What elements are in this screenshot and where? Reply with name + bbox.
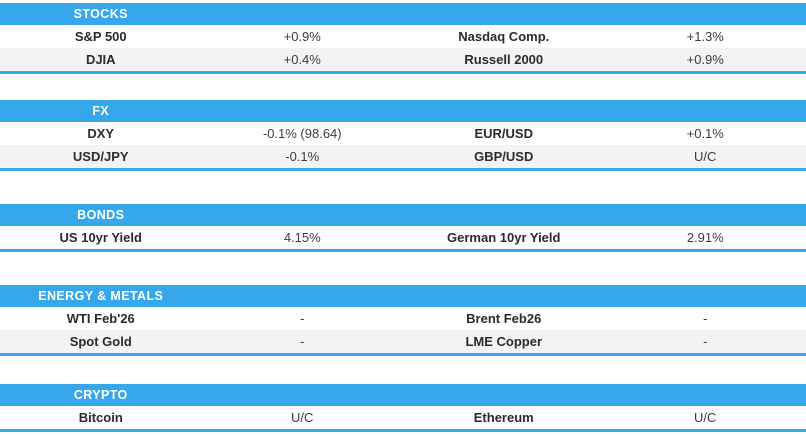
instrument-change: -	[605, 330, 806, 353]
instrument-change: 2.91%	[605, 226, 806, 249]
instrument-change: -	[202, 307, 404, 330]
instrument-change: 4.15%	[202, 226, 404, 249]
instrument-name: Nasdaq Comp.	[403, 25, 605, 48]
instrument-name: DJIA	[0, 48, 202, 71]
instrument-name: LME Copper	[403, 330, 605, 353]
instrument-change: +0.9%	[605, 48, 806, 71]
instrument-name: US 10yr Yield	[0, 226, 202, 249]
instrument-name: GBP/USD	[403, 145, 605, 168]
instrument-name: EUR/USD	[403, 122, 605, 145]
instrument-change: -0.1%	[202, 145, 404, 168]
section-title: ENERGY & METALS	[0, 285, 202, 307]
table-row: DXY-0.1% (98.64)EUR/USD+0.1%	[0, 122, 806, 145]
instrument-change: -	[605, 307, 806, 330]
section-title: BONDS	[0, 204, 202, 226]
instrument-change: U/C	[605, 406, 806, 429]
instrument-name: S&P 500	[0, 25, 202, 48]
instrument-name: German 10yr Yield	[403, 226, 605, 249]
section-header-stocks: STOCKS	[0, 3, 806, 25]
table-row: Spot Gold-LME Copper-	[0, 330, 806, 353]
instrument-name: WTI Feb'26	[0, 307, 202, 330]
instrument-change: U/C	[202, 406, 404, 429]
section-header-energy-metals: ENERGY & METALS	[0, 285, 806, 307]
instrument-name: USD/JPY	[0, 145, 202, 168]
section-title: CRYPTO	[0, 384, 202, 406]
instrument-change: U/C	[605, 145, 806, 168]
table-row: DJIA+0.4%Russell 2000+0.9%	[0, 48, 806, 71]
instrument-change: +0.4%	[202, 48, 404, 71]
section-header-bonds: BONDS	[0, 204, 806, 226]
instrument-name: Bitcoin	[0, 406, 202, 429]
table-row: WTI Feb'26-Brent Feb26-	[0, 307, 806, 330]
instrument-name: Ethereum	[403, 406, 605, 429]
instrument-change: -	[202, 330, 404, 353]
instrument-change: -0.1% (98.64)	[202, 122, 404, 145]
instrument-name: Russell 2000	[403, 48, 605, 71]
instrument-name: Spot Gold	[0, 330, 202, 353]
section-title: FX	[0, 100, 202, 122]
instrument-name: Brent Feb26	[403, 307, 605, 330]
instrument-name: DXY	[0, 122, 202, 145]
instrument-change: +0.9%	[202, 25, 404, 48]
section-header-fx: FX	[0, 100, 806, 122]
instrument-change: +1.3%	[605, 25, 806, 48]
section-header-crypto: CRYPTO	[0, 384, 806, 406]
instrument-change: +0.1%	[605, 122, 806, 145]
section-title: STOCKS	[0, 3, 202, 25]
table-row: S&P 500+0.9%Nasdaq Comp.+1.3%	[0, 25, 806, 48]
